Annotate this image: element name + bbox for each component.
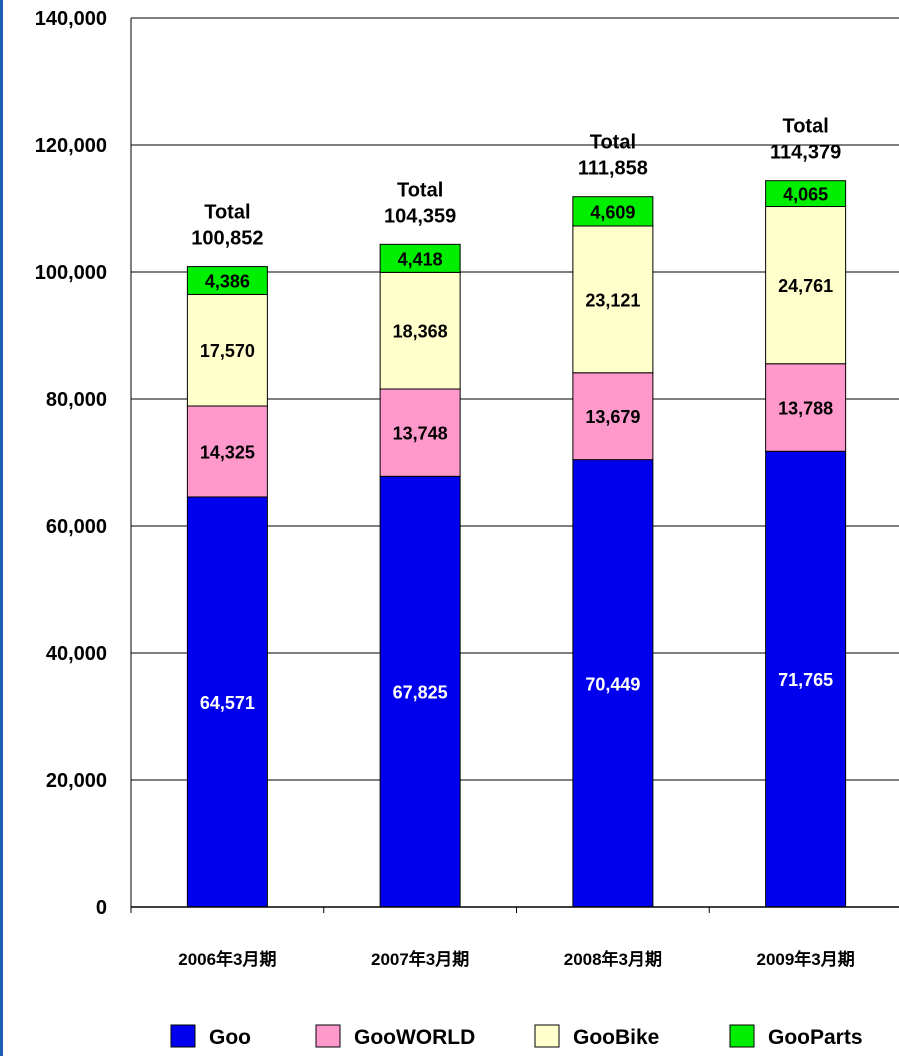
bar-segment-goobike bbox=[186, 293, 268, 407]
legend-swatch-gooparts bbox=[729, 1024, 755, 1048]
total-value-label: 114,379 bbox=[770, 142, 841, 164]
legend-label: GooBike bbox=[573, 1026, 659, 1049]
legend-label: GooWORLD bbox=[354, 1026, 475, 1049]
total-value-label: 111,858 bbox=[578, 158, 648, 180]
total-word-label: Total bbox=[397, 179, 443, 201]
bar-segment-goobike bbox=[572, 225, 654, 374]
legend-label: Goo bbox=[209, 1026, 251, 1049]
data-label: 13,679 bbox=[585, 407, 640, 427]
y-tick-label: 40,000 bbox=[46, 643, 107, 665]
total-value-label: 100,852 bbox=[191, 228, 263, 250]
total-word-label: Total bbox=[204, 202, 250, 224]
data-label: 4,609 bbox=[590, 202, 635, 222]
bar-segment-goo bbox=[186, 496, 268, 908]
legend-swatch-goobike bbox=[534, 1024, 560, 1048]
bar-segment-gooparts bbox=[379, 243, 461, 273]
x-category-label: 2006年3月期 bbox=[178, 949, 276, 969]
legend-swatch-goo bbox=[170, 1024, 196, 1048]
y-tick-label: 0 bbox=[96, 897, 107, 919]
bar-segment-goobike bbox=[765, 206, 847, 365]
stacked-bar-chart: 0 20,000 40,000 60,000 80,000 100,000 120,000 1… bbox=[35, 8, 899, 1049]
total-word-label: Total bbox=[590, 132, 636, 154]
data-label: 4,065 bbox=[783, 185, 828, 205]
data-label: 13,748 bbox=[393, 424, 448, 444]
data-label: 23,121 bbox=[585, 290, 640, 310]
bar-segment-gooworld bbox=[186, 405, 268, 498]
y-tick-label: 120,000 bbox=[35, 135, 107, 157]
bar-segment-gooparts bbox=[186, 266, 268, 295]
data-label: 24,761 bbox=[778, 276, 833, 296]
bar-segment-gooparts bbox=[572, 196, 654, 227]
x-category-label: 2008年3月期 bbox=[564, 949, 662, 969]
total-word-label: Total bbox=[782, 116, 828, 138]
data-label: 70,449 bbox=[585, 674, 640, 694]
y-tick-label: 20,000 bbox=[46, 770, 107, 792]
data-label: 13,788 bbox=[778, 399, 833, 419]
data-label: 71,765 bbox=[778, 670, 833, 690]
legend-swatch-gooworld bbox=[315, 1024, 341, 1048]
data-label: 4,386 bbox=[205, 272, 250, 292]
data-label: 4,418 bbox=[398, 249, 443, 269]
data-label: 67,825 bbox=[393, 683, 448, 703]
y-tick-label: 80,000 bbox=[46, 389, 107, 411]
bar-segment-goo bbox=[765, 450, 847, 908]
bar-segment-gooworld bbox=[572, 372, 654, 461]
total-value-label: 104,359 bbox=[384, 205, 456, 227]
x-category-label: 2009年3月期 bbox=[756, 949, 854, 969]
bar-segment-gooparts bbox=[765, 180, 847, 208]
legend-label: GooParts bbox=[768, 1026, 863, 1049]
x-category-label: 2007年3月期 bbox=[371, 949, 469, 969]
bar-segment-goo bbox=[379, 475, 461, 908]
data-label: 64,571 bbox=[200, 693, 255, 713]
y-tick-label: 100,000 bbox=[35, 262, 107, 284]
data-label: 18,368 bbox=[393, 322, 448, 342]
y-tick-label: 140,000 bbox=[35, 8, 107, 30]
data-label: 17,570 bbox=[200, 341, 255, 361]
data-label: 14,325 bbox=[200, 442, 255, 462]
y-tick-label: 60,000 bbox=[46, 516, 107, 538]
